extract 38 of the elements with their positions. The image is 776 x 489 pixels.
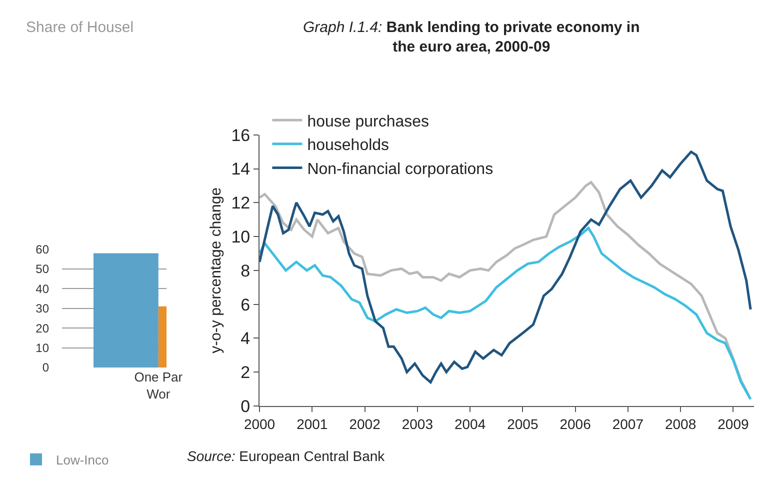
y-tick-label: 6 <box>240 295 250 314</box>
y-tick-label: 60 <box>36 242 50 256</box>
y-tick-label: 40 <box>36 282 50 296</box>
chart-title: Graph I.1.4: Bank lending to private economy in the euro area, 2000-09 <box>303 19 640 56</box>
line-series <box>260 226 752 400</box>
legend-label: households <box>307 137 390 154</box>
y-axis-title: y-o-y percentage change <box>207 187 224 354</box>
x-tick-label: 2009 <box>718 416 749 432</box>
x-tick-label: 2000 <box>244 416 276 432</box>
x-tick-label: 2003 <box>402 416 434 432</box>
y-tick-label: 4 <box>240 329 250 348</box>
source-note: Source: European Central Bank <box>187 448 386 464</box>
y-tick-label: 20 <box>36 321 50 336</box>
y-tick-label: 0 <box>42 360 50 375</box>
y-tick-label: 12 <box>231 194 250 213</box>
legend-label: house purchases <box>307 113 430 130</box>
x-tick-label: 2008 <box>664 416 696 432</box>
legend-label: Low-Inco <box>56 452 109 468</box>
x-tick-label: One Par Wor <box>134 370 184 402</box>
y-tick-label: 16 <box>231 126 250 145</box>
y-tick-label: 14 <box>231 160 250 179</box>
x-tick-label: 2002 <box>349 416 381 432</box>
line-series <box>260 181 750 398</box>
x-tick-label: 2007 <box>612 416 644 432</box>
line-series <box>260 150 752 384</box>
y-tick-label: 10 <box>231 228 250 246</box>
y-tick-label: 8 <box>240 261 250 280</box>
y-tick-label: 50 <box>36 262 50 276</box>
y-tick-label: 0 <box>240 396 250 416</box>
y-tick-label: 2 <box>240 363 250 382</box>
y-tick-label: 10 <box>36 341 50 356</box>
x-tick-label: 2006 <box>560 416 592 432</box>
chart-title: Share of Housel <box>26 19 134 36</box>
x-tick-label: 2004 <box>454 416 486 432</box>
y-tick-label: 30 <box>36 302 50 316</box>
x-tick-label: 2001 <box>296 416 328 432</box>
x-tick-label: 2005 <box>507 416 538 432</box>
legend-label: Non-financial corporations <box>307 160 494 178</box>
